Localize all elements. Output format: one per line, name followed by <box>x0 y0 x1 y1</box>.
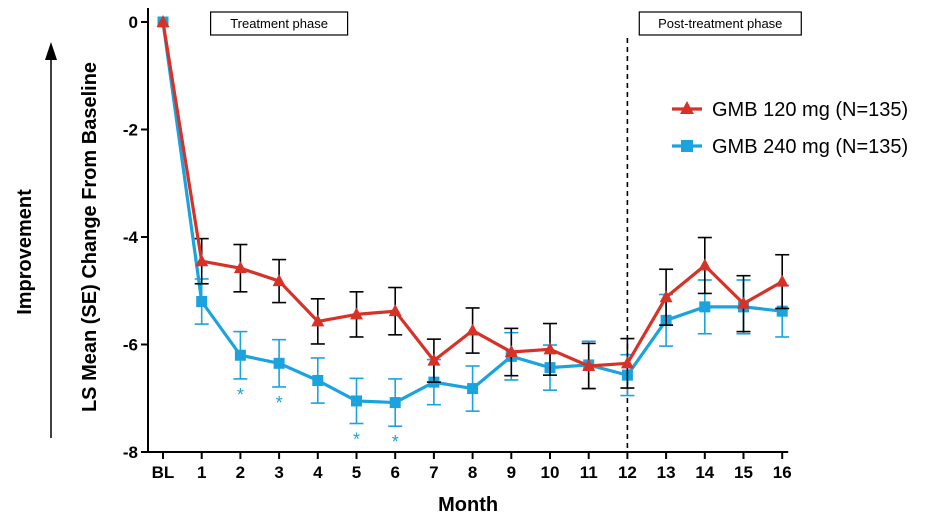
legend-label: GMB 240 mg (N=135) <box>712 136 908 158</box>
x-tick-label: 10 <box>541 463 560 482</box>
data-point <box>775 274 789 287</box>
x-tick-label: 3 <box>274 463 283 482</box>
x-tick-label: 15 <box>734 463 753 482</box>
data-point <box>233 261 247 274</box>
data-point <box>737 296 750 309</box>
data-point <box>699 301 711 313</box>
x-tick-label: BL <box>152 463 175 482</box>
improvement-arrow-head <box>45 42 57 60</box>
data-point <box>504 345 518 358</box>
x-tick-label: 5 <box>352 463 361 482</box>
y-tick-label: 0 <box>129 13 138 32</box>
data-point <box>467 383 479 395</box>
improvement-label: Improvement <box>14 189 36 315</box>
legend-swatch-marker <box>681 140 693 152</box>
y-axis-title: LS Mean (SE) Change From Baseline <box>79 62 101 412</box>
legend-swatch-marker <box>680 101 694 114</box>
data-point <box>427 353 441 366</box>
x-tick-label: 12 <box>618 463 637 482</box>
data-point <box>312 375 324 387</box>
data-point <box>659 290 673 303</box>
x-tick-label: 6 <box>390 463 399 482</box>
x-tick-label: 9 <box>507 463 516 482</box>
x-axis-title: Month <box>438 494 498 515</box>
data-point <box>272 274 286 287</box>
x-tick-label: 7 <box>429 463 438 482</box>
data-point <box>311 314 325 327</box>
chart-series <box>156 15 790 428</box>
y-tick-label: -8 <box>123 443 138 462</box>
x-tick-label: 14 <box>695 463 714 482</box>
data-point <box>273 357 285 369</box>
significance-marker: * <box>353 430 360 450</box>
x-tick-label: 1 <box>197 463 206 482</box>
data-point <box>776 305 788 317</box>
x-tick-label: 11 <box>580 463 598 482</box>
legend-label: GMB 120 mg (N=135) <box>712 99 908 121</box>
data-point <box>582 359 596 371</box>
phase-box <box>210 11 349 36</box>
data-point <box>620 356 634 369</box>
data-point <box>156 15 170 27</box>
chart-legend: GMB 120 mg (N=135) GMB 240 mg (N=135) <box>672 99 908 158</box>
data-point <box>350 307 363 320</box>
data-point <box>351 395 362 407</box>
chart-labels: 0-2-4-6-8BL 1 2 3 4 5 6 7 8 9 10 11 12 13 14 15 16MonthL… <box>14 11 802 515</box>
x-tick-label: 13 <box>657 463 676 482</box>
data-point <box>196 296 208 307</box>
data-point <box>698 258 712 271</box>
y-tick-label: -4 <box>123 228 139 247</box>
x-tick-label: 16 <box>773 463 792 482</box>
significance-marker: * <box>276 393 283 413</box>
data-point <box>195 254 209 267</box>
data-point <box>388 304 402 317</box>
data-point <box>234 349 246 361</box>
x-tick-label: 4 <box>313 463 323 482</box>
y-tick-label: -2 <box>123 121 138 140</box>
y-tick-label: -6 <box>123 336 138 355</box>
x-tick-label: 2 <box>236 463 245 482</box>
phase-box <box>638 11 802 36</box>
x-tick-label: 8 <box>468 463 477 482</box>
phase-label: Treatment phase <box>230 16 328 31</box>
phase-label: Post-treatment phase <box>658 16 782 31</box>
significance-marker: * <box>237 385 244 405</box>
data-point <box>543 342 557 355</box>
significance-marker: * <box>392 432 399 452</box>
data-point <box>466 323 480 336</box>
data-point <box>389 397 401 409</box>
